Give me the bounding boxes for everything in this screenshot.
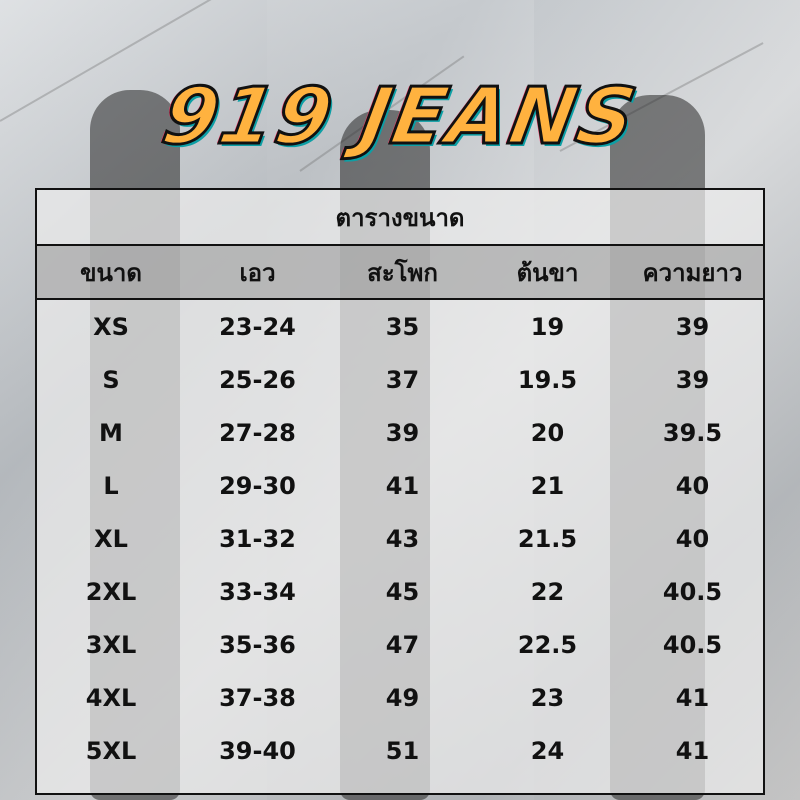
cell-length: 40 (675, 524, 710, 553)
cell-thigh: 19.5 (517, 365, 578, 394)
cell-waist: 23-24 (219, 312, 296, 341)
cell-waist: 31-32 (219, 524, 296, 553)
cell-size: 4XL (85, 683, 137, 712)
table-row: M 27-28 39 20 39.5 (37, 406, 763, 459)
cell-hip: 39 (385, 418, 420, 447)
cell-hip: 41 (385, 471, 420, 500)
cell-thigh: 20 (530, 418, 565, 447)
cell-hip: 43 (385, 524, 420, 553)
table-row: 3XL 35-36 47 22.5 40.5 (37, 618, 763, 671)
cell-thigh: 23 (530, 683, 565, 712)
table-row: 5XL 39-40 51 24 41 (37, 724, 763, 777)
header-hip: สะโพก (367, 258, 438, 287)
cell-size: S (102, 365, 120, 394)
cell-length: 40.5 (662, 577, 723, 606)
cell-thigh: 21.5 (517, 524, 578, 553)
table-row: L 29-30 41 21 40 (37, 459, 763, 512)
cell-thigh: 22 (530, 577, 565, 606)
size-chart-table: ตารางขนาด ขนาด เอว สะโพก ต้นขา ความยาว X… (35, 188, 765, 795)
cell-waist: 33-34 (219, 577, 296, 606)
cell-waist: 35-36 (219, 630, 296, 659)
cell-size: 3XL (85, 630, 137, 659)
cell-hip: 37 (385, 365, 420, 394)
size-chart-header-row: ขนาด เอว สะโพก ต้นขา ความยาว (37, 246, 763, 300)
cell-waist: 37-38 (219, 683, 296, 712)
table-row: 4XL 37-38 49 23 41 (37, 671, 763, 724)
cell-size: 5XL (85, 736, 137, 765)
cell-hip: 47 (385, 630, 420, 659)
cell-size: XL (94, 524, 128, 553)
brand-logo: 919 JEANS (155, 71, 646, 164)
cell-length: 39 (675, 365, 710, 394)
header-size: ขนาด (80, 258, 142, 287)
cell-length: 39.5 (662, 418, 723, 447)
header-waist: เอว (239, 258, 276, 287)
cell-thigh: 21 (530, 471, 565, 500)
cell-length: 40 (675, 471, 710, 500)
table-row: XL 31-32 43 21.5 40 (37, 512, 763, 565)
cell-waist: 29-30 (219, 471, 296, 500)
cell-length: 39 (675, 312, 710, 341)
cell-size: M (99, 418, 123, 447)
cell-hip: 49 (385, 683, 420, 712)
header-length: ความยาว (642, 258, 743, 287)
table-row: S 25-26 37 19.5 39 (37, 353, 763, 406)
cell-size: XS (93, 312, 129, 341)
cell-thigh: 19 (530, 312, 565, 341)
cell-size: L (103, 471, 119, 500)
cell-length: 41 (675, 683, 710, 712)
cell-thigh: 22.5 (517, 630, 578, 659)
cell-hip: 45 (385, 577, 420, 606)
cell-length: 41 (675, 736, 710, 765)
cell-waist: 25-26 (219, 365, 296, 394)
size-chart-title: ตารางขนาด (37, 190, 763, 246)
cell-waist: 27-28 (219, 418, 296, 447)
cell-size: 2XL (85, 577, 137, 606)
cell-hip: 51 (385, 736, 420, 765)
cell-length: 40.5 (662, 630, 723, 659)
cell-thigh: 24 (530, 736, 565, 765)
table-row: 2XL 33-34 45 22 40.5 (37, 565, 763, 618)
header-thigh: ต้นขา (516, 258, 579, 287)
table-row: XS 23-24 35 19 39 (37, 300, 763, 353)
cell-waist: 39-40 (219, 736, 296, 765)
cell-hip: 35 (385, 312, 420, 341)
